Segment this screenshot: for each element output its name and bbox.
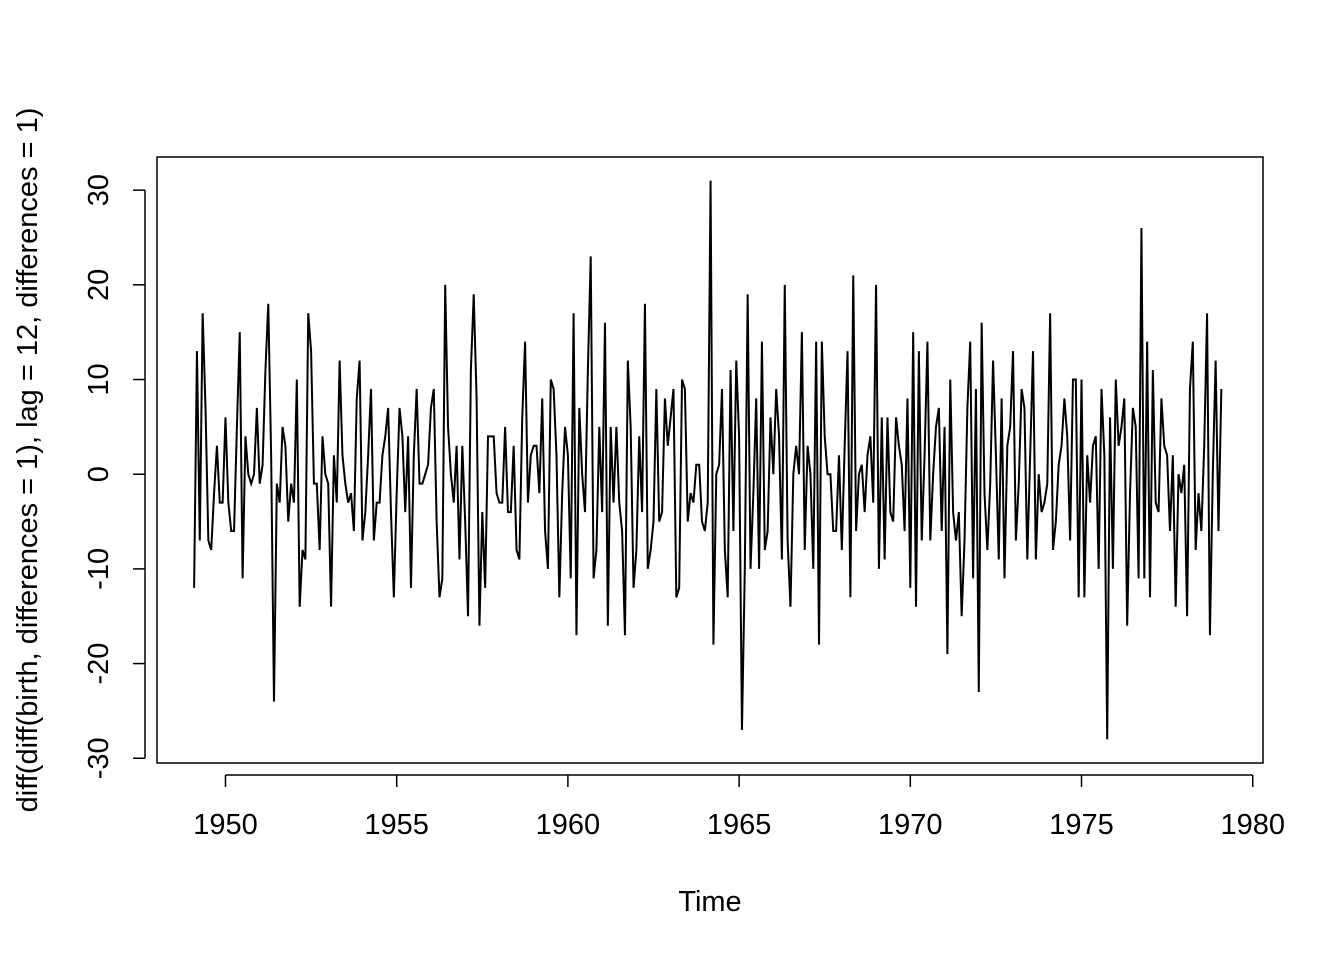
x-tick-label-1975: 1975	[1049, 809, 1114, 841]
plot-frame	[156, 156, 1264, 764]
data-series	[193, 180, 1223, 740]
x-tick-label-1970: 1970	[878, 809, 943, 841]
x-tick-label-1955: 1955	[364, 809, 429, 841]
x-axis: 1950 1955 1960 1965 1970 1975 1980	[193, 774, 1285, 841]
y-tick-label-30: 30	[83, 174, 115, 206]
x-tick-label-1950: 1950	[193, 809, 258, 841]
series-line-0	[193, 180, 1223, 740]
x-axis-label: Time	[678, 886, 741, 918]
x-tick-label-1965: 1965	[707, 809, 772, 841]
y-tick-label-0: 0	[83, 466, 115, 482]
x-tick-label-1960: 1960	[536, 809, 601, 841]
y-tick-label--10: -10	[83, 548, 115, 590]
y-axis-label: diff(diff(birth, differences = 1), lag =…	[12, 108, 44, 813]
y-tick-label-10: 10	[83, 363, 115, 395]
y-tick-label--30: -30	[83, 737, 115, 779]
y-tick-label--20: -20	[83, 643, 115, 685]
x-tick-label-1980: 1980	[1220, 809, 1285, 841]
y-axis: -30 -20 -10 0 10 20 30	[83, 174, 146, 779]
y-tick-label-20: 20	[83, 269, 115, 301]
